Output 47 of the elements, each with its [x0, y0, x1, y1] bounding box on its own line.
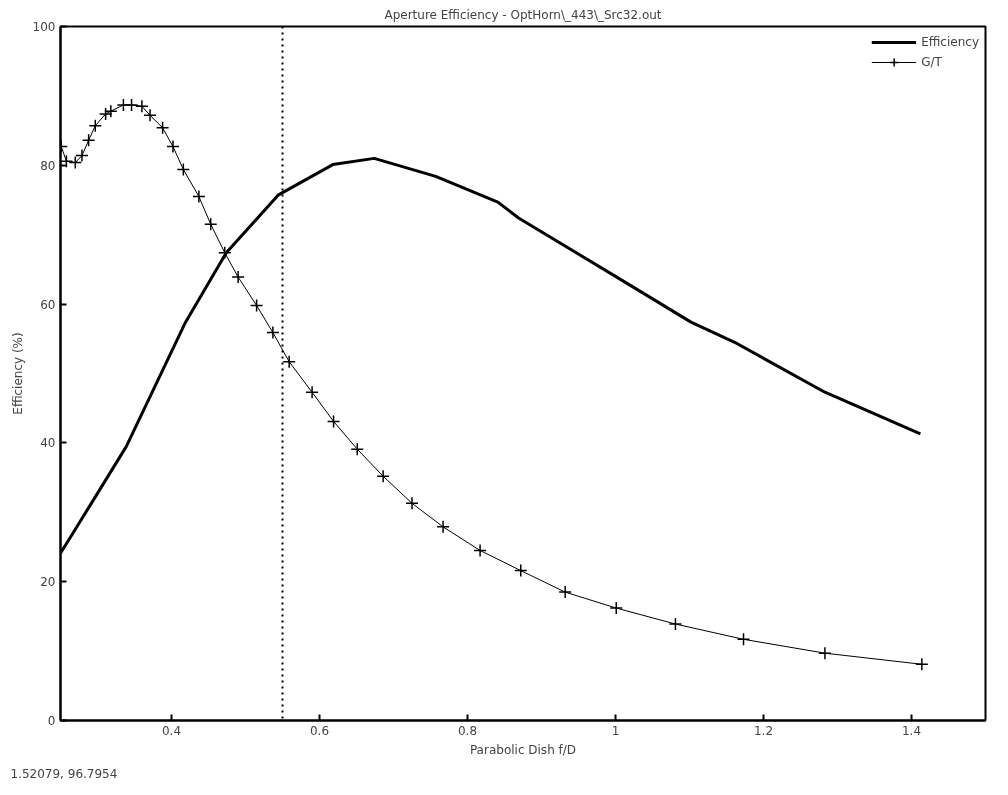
y-axis-title: Efficiency (%) [10, 332, 25, 415]
point [558, 585, 572, 599]
point [818, 646, 832, 660]
point [326, 414, 341, 429]
point [155, 121, 170, 135]
point [514, 563, 528, 578]
text: 1.52079, 96.7954 [10, 766, 118, 781]
y-tick-label: 60 [40, 297, 56, 312]
y-tick-label: 40 [40, 436, 56, 451]
point [192, 189, 206, 204]
point [203, 217, 218, 232]
point [81, 133, 96, 148]
x-axis-title: Parabolic Dish f/D [469, 742, 577, 757]
point [60, 154, 74, 168]
x-tick-label: 0.8 [457, 723, 478, 738]
point [124, 98, 139, 112]
y-tick-label: 80 [40, 158, 56, 173]
point [405, 496, 419, 511]
point [282, 354, 296, 369]
point [135, 99, 149, 114]
point [350, 442, 364, 456]
legend-label: G/T [921, 55, 942, 69]
point [266, 325, 280, 340]
y-tick-label: 100 [32, 20, 56, 34]
point [609, 601, 623, 615]
x-tick-label: 1.2 [753, 723, 774, 738]
point [915, 657, 929, 672]
point [473, 543, 487, 558]
point [166, 139, 180, 154]
point [231, 270, 245, 284]
point [668, 617, 683, 631]
x-tick-label: 0.4 [161, 723, 182, 738]
x-tick-label: 0.6 [309, 723, 330, 738]
point [176, 162, 191, 177]
chart-title: Aperture Efficiency - OptHorn\_443\_Src32.out [384, 7, 662, 22]
point [249, 298, 264, 313]
point [143, 108, 157, 123]
point [436, 520, 450, 534]
x-tick-label: 1 [611, 723, 620, 738]
y-tick-label: 0 [47, 714, 56, 728]
x-tick-label: 1.4 [901, 723, 922, 738]
point [736, 632, 751, 647]
point [88, 118, 103, 133]
y-tick-label: 20 [40, 575, 56, 590]
legend-label: Efficiency [921, 35, 979, 49]
point [376, 469, 390, 483]
point [305, 385, 319, 399]
